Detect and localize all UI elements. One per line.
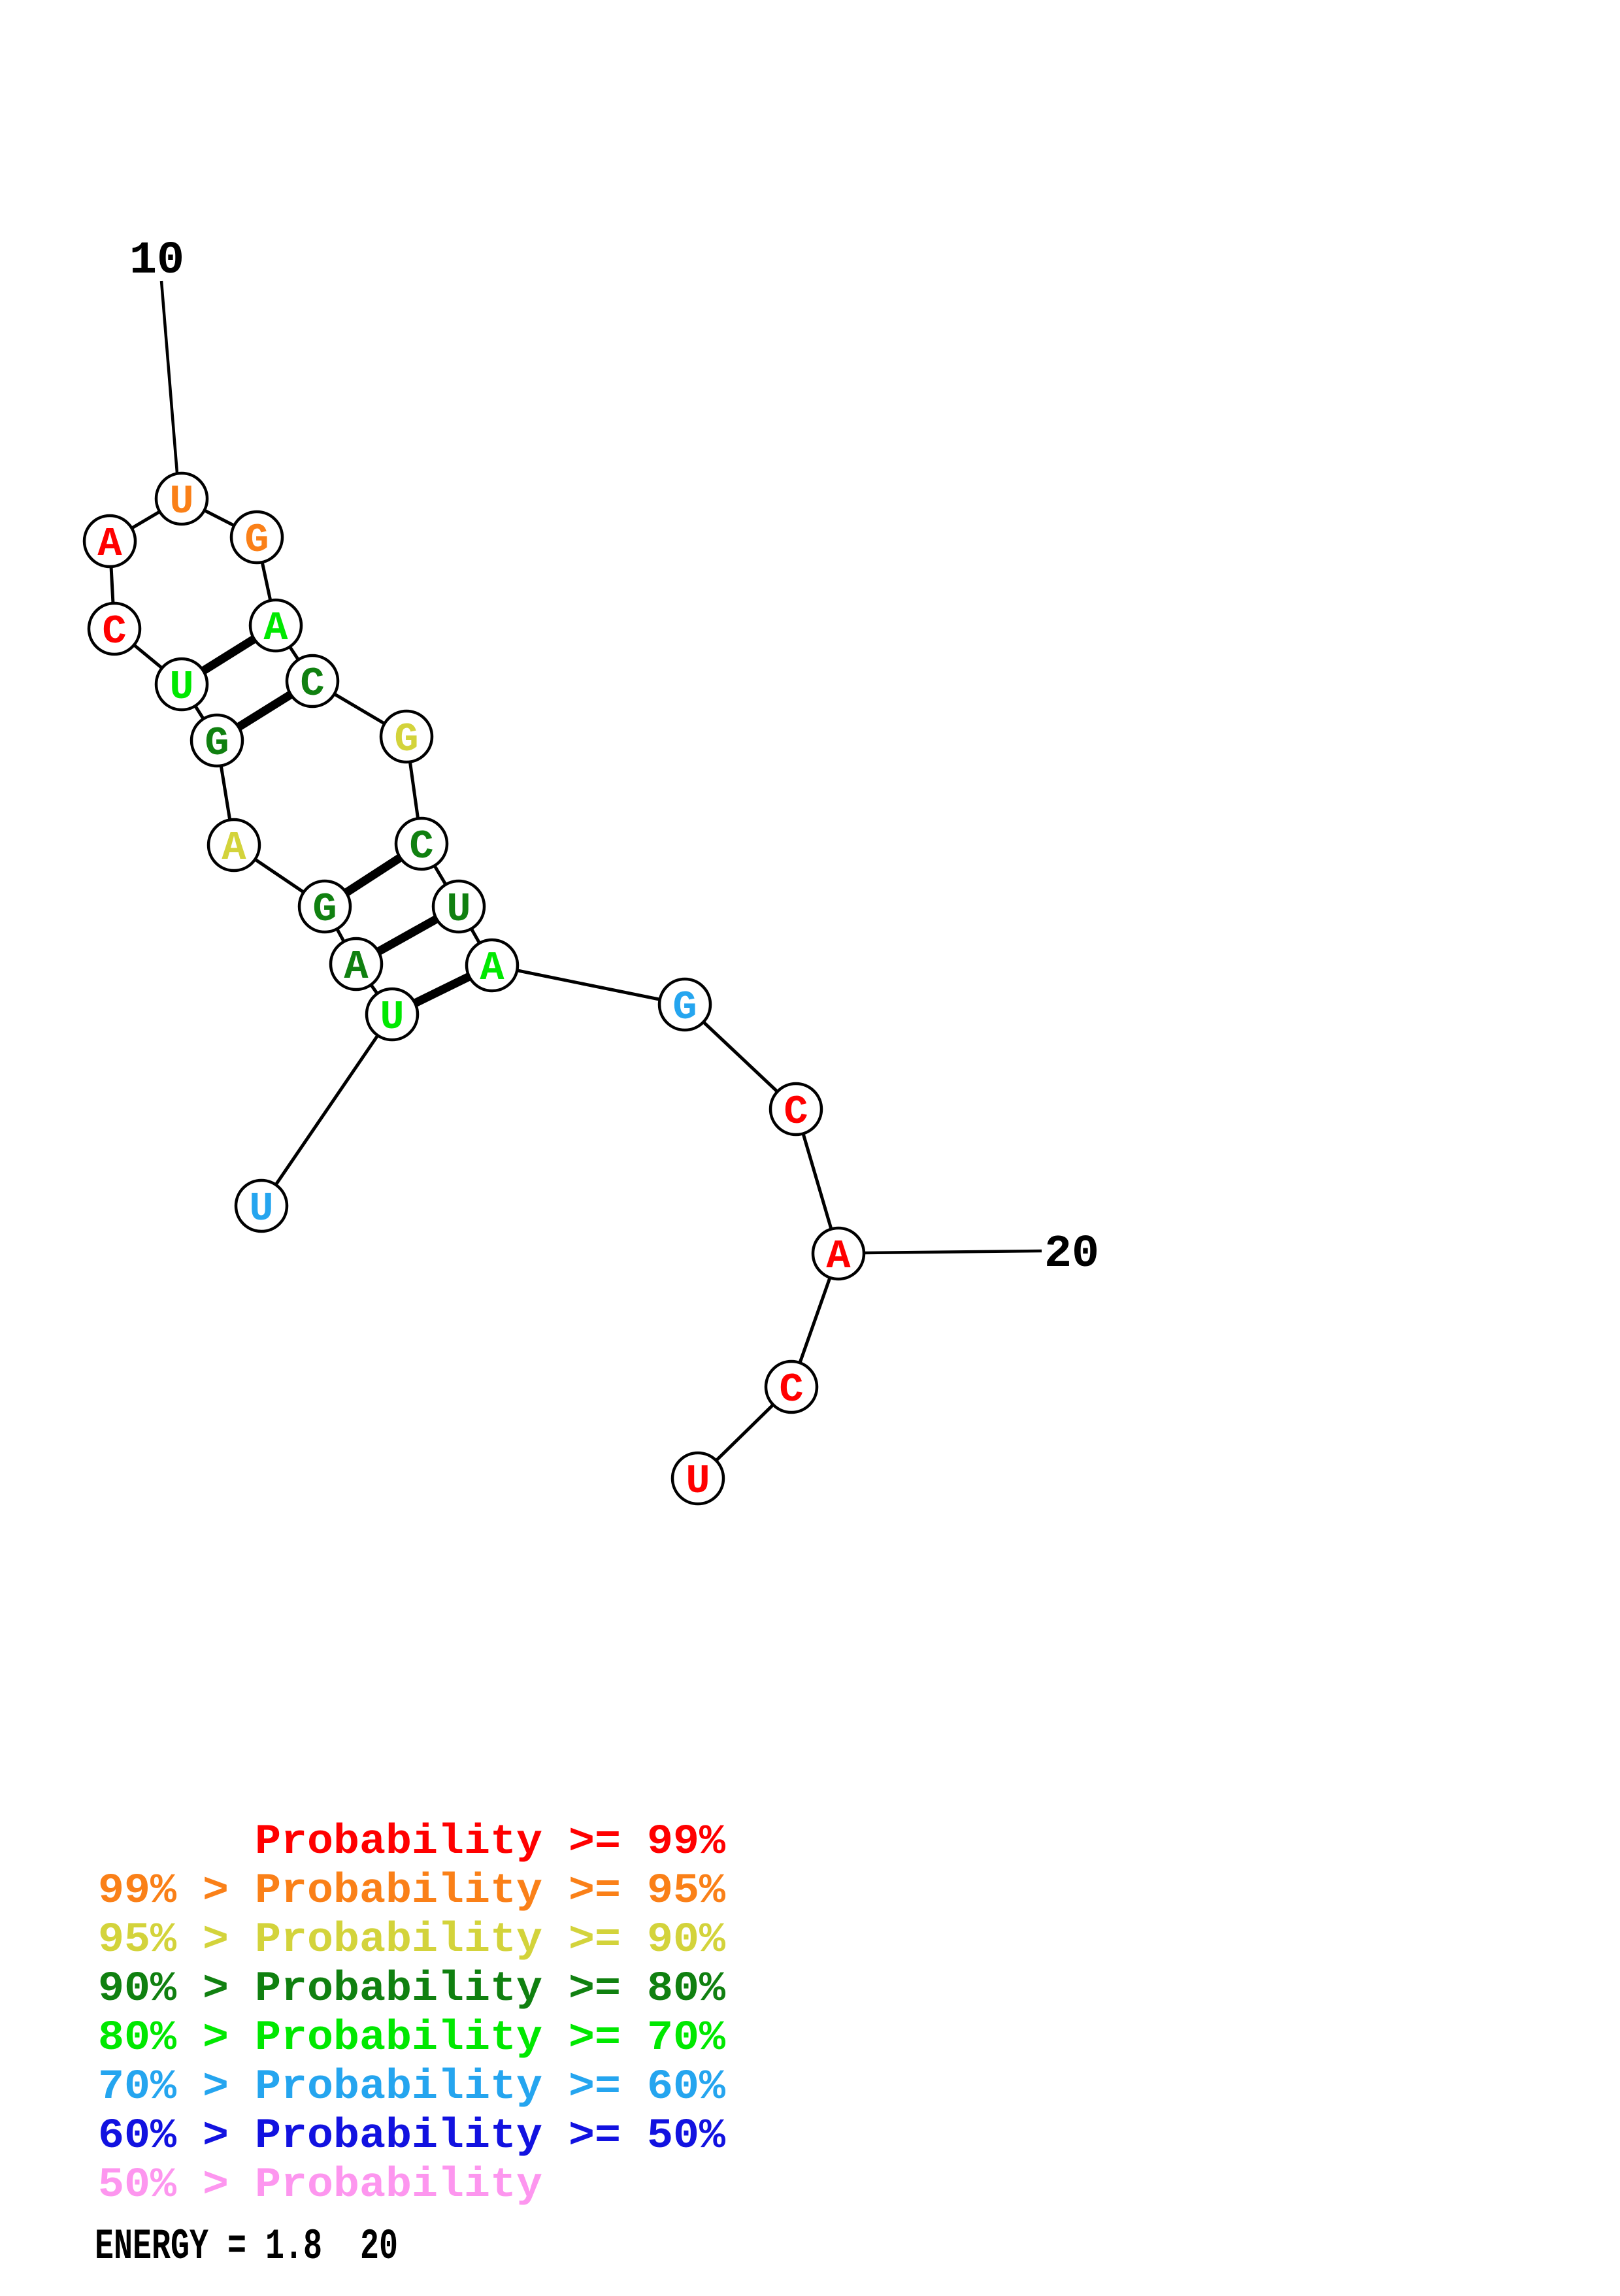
nucleotide-letter: A [480, 945, 504, 991]
nucleotide-letter: U [446, 886, 471, 933]
nucleotide-node [764, 1359, 819, 1414]
nucleotide-node [379, 709, 434, 764]
nucleotide-letter: A [263, 605, 288, 652]
nucleotide-node [207, 818, 261, 873]
nucleotide-letter: U [249, 1186, 273, 1232]
legend-row: 90% > Probability >= 80% [98, 1966, 726, 2013]
nucleotide-letter: G [244, 517, 269, 563]
energy-label: ENERGY = 1.8 20 [95, 2222, 398, 2271]
nucleotide-node [154, 471, 209, 526]
legend-row: 70% > Probability >= 60% [98, 2064, 726, 2111]
nucleotide-letter: C [102, 608, 126, 655]
legend-row: 80% > Probability >= 70% [98, 2015, 726, 2062]
nucleotide-letter: G [394, 716, 418, 763]
nucleotide-node [154, 657, 209, 712]
nucleotide-letter: A [826, 1233, 851, 1280]
legend-row: 95% > Probability >= 90% [98, 1917, 726, 1964]
sequence-number-label: 10 [129, 235, 184, 287]
nucleotide-node [465, 938, 520, 993]
backbone-bond [491, 963, 686, 1007]
nucleotide-letter: U [380, 994, 404, 1040]
nucleotide-letter: C [300, 661, 324, 707]
probability-legend: Probability >= 99%99% > Probability >= 9… [98, 1819, 726, 2209]
nucleotide-node [657, 977, 712, 1032]
sequence-number-labels: 10 20 [129, 235, 1099, 1280]
number-leader-lines [159, 280, 1042, 1255]
nucleotide-letter: C [409, 824, 433, 870]
sequence-number-label: 20 [1044, 1229, 1099, 1280]
nucleotide-letter: A [97, 521, 122, 567]
nucleotide-letter: G [672, 984, 697, 1031]
nucleotide-circles [82, 471, 866, 1506]
nucleotide-node [394, 816, 449, 871]
nucleotide-letter: C [779, 1367, 803, 1413]
nucleotide-node [769, 1082, 823, 1137]
nucleotide-node [670, 1451, 725, 1506]
backbone-bond [259, 1013, 394, 1207]
nucleotide-node [365, 987, 420, 1042]
nucleotide-node [297, 879, 352, 934]
legend-row: 50% > Probability [98, 2162, 542, 2209]
nucleotide-node [329, 937, 384, 991]
number-leader-line [863, 1249, 1042, 1255]
nucleotide-letter: A [222, 825, 246, 871]
number-leader-line [159, 280, 179, 474]
backbone-bonds [108, 497, 840, 1480]
nucleotide-letter: U [169, 664, 193, 710]
nucleotide-letter: G [312, 886, 337, 933]
energy-label-group: ENERGY = 1.8 20 [95, 2222, 398, 2271]
nucleotide-letter: C [784, 1089, 808, 1135]
nucleotide-node [811, 1226, 866, 1281]
nucleotide-node [285, 654, 340, 708]
nucleotide-node [87, 601, 142, 656]
nucleotide-letter: U [686, 1458, 710, 1505]
nucleotide-node [229, 510, 284, 565]
nucleotide-letter: G [205, 720, 229, 767]
legend-row: 99% > Probability >= 95% [98, 1868, 726, 1915]
nucleotide-node [190, 713, 244, 768]
nucleotide-node [248, 598, 303, 653]
nucleotide-letter: A [344, 944, 369, 990]
nucleotide-node [82, 514, 137, 569]
nucleotide-node [431, 879, 486, 934]
nucleotide-node [234, 1178, 289, 1233]
legend-row: 60% > Probability >= 50% [98, 2113, 726, 2160]
legend-row: Probability >= 99% [255, 1819, 726, 1866]
nucleotide-letter: U [169, 478, 193, 525]
